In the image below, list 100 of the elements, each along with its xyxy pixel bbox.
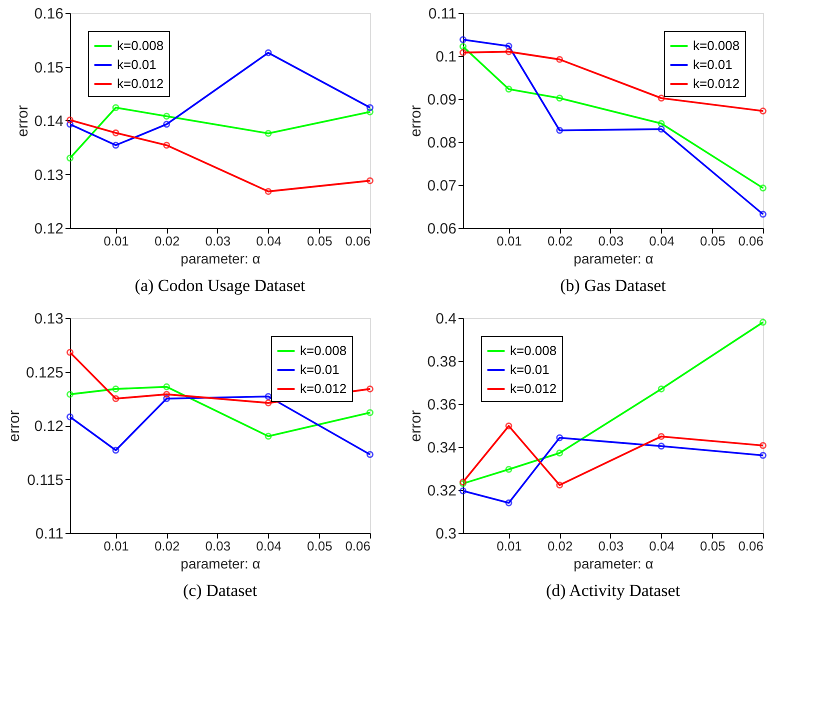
point [505,422,512,430]
x-axis-title: parameter: α [574,556,654,572]
legend-label: k=0.012 [510,381,557,396]
y-tick-label: 0.11 [428,6,456,22]
y-tick-label: 0.12 [34,220,64,238]
legend-label: k=0.01 [117,57,156,72]
point [112,395,120,402]
y-tick-label: 0.13 [34,310,64,328]
text: (a) Codon Usage Dataset [134,276,306,295]
point [556,56,564,63]
x-tick-label: 0.04 [649,234,674,248]
y-tick-label: 0.38 [427,354,456,370]
point [556,482,564,489]
x-tick-label: 0.05 [700,234,726,248]
legend-label: k=0.01 [300,362,340,377]
legend-label: k=0.008 [300,343,347,358]
point [264,432,272,440]
x-tick-label: 0.06 [738,234,764,248]
y-axis-title: error [6,410,23,442]
point [264,130,272,137]
x-tick-label: 0.02 [154,538,180,554]
x-tick-label: 0.01 [104,234,129,248]
y-tick-label: 0.16 [34,6,64,22]
x-tick-label: 0.06 [738,538,764,554]
x-tick-label: 0.04 [256,234,282,248]
point [505,42,512,50]
y-tick-label: 0.09 [427,92,456,108]
point [505,499,512,506]
text: (b) Gas Dataset [560,276,666,295]
legend-label: k=0.008 [117,38,164,53]
legend-label: k=0.01 [510,362,550,377]
y-tick-label: 0.06 [427,220,456,238]
legend-label: k=0.008 [510,343,557,358]
x-tick-label: 0.05 [306,538,332,554]
x-tick-label: 0.05 [306,234,332,248]
legend-label: k=0.012 [300,381,347,396]
y-axis-title: error [407,105,424,137]
y-tick-label: 0.15 [34,59,64,76]
point [163,390,170,398]
x-axis-title: parameter: α [180,556,260,572]
y-tick-label: 0.1 [436,48,456,66]
point [658,442,665,450]
y-tick-label: 0.34 [427,440,456,456]
x-tick-label: 0.03 [598,234,624,248]
point [658,120,665,127]
point [658,432,665,440]
x-tick-label: 0.03 [598,538,624,554]
legend-label: k=0.01 [693,57,732,72]
point [556,94,564,102]
y-tick-label: 0.4 [436,310,456,328]
point [112,142,120,149]
y-tick-label: 0.13 [34,166,64,184]
point [264,392,272,400]
point [556,126,564,134]
x-tick-label: 0.05 [700,538,726,554]
x-tick-label: 0.04 [256,538,282,554]
y-tick-label: 0.36 [427,396,456,414]
x-tick-label: 0.06 [345,234,370,248]
y-tick-label: 0.14 [34,113,64,130]
text: (d) Activity Dataset [546,581,680,600]
legend-label: k=0.012 [117,76,164,91]
point [163,142,170,149]
x-axis-title: parameter: α [574,250,654,266]
point [658,94,665,102]
y-axis-title: error [407,410,424,442]
x-tick-label: 0.06 [345,538,370,554]
x-tick-label: 0.01 [104,538,129,554]
y-tick-label: 0.12 [34,418,64,435]
y-tick-label: 0.3 [436,526,456,542]
point [112,104,120,112]
point [264,49,272,56]
point [163,112,170,120]
point [658,385,665,392]
x-tick-label: 0.02 [154,234,180,248]
text: (c) Dataset [182,581,258,600]
x-tick-label: 0.01 [496,234,522,248]
point [112,385,120,392]
point [505,86,512,93]
y-tick-label: 0.32 [427,482,456,500]
y-tick-label: 0.07 [427,178,456,194]
x-tick-label: 0.02 [547,234,573,248]
point [556,434,564,442]
x-tick-label: 0.02 [547,538,573,554]
point [163,383,170,390]
x-axis-title: parameter: α [180,250,260,266]
point [264,188,272,195]
legend-label: k=0.012 [693,76,740,91]
point [556,450,564,457]
y-tick-label: 0.08 [427,134,456,152]
point [264,399,272,406]
x-tick-label: 0.03 [205,234,231,248]
point [112,129,120,136]
point [505,48,512,56]
point [163,120,170,128]
y-tick-label: 0.11 [35,526,64,542]
legend-label: k=0.008 [693,38,740,53]
point [658,126,665,133]
point [163,395,170,402]
y-axis-title: error [14,105,32,137]
x-tick-label: 0.04 [649,538,674,554]
